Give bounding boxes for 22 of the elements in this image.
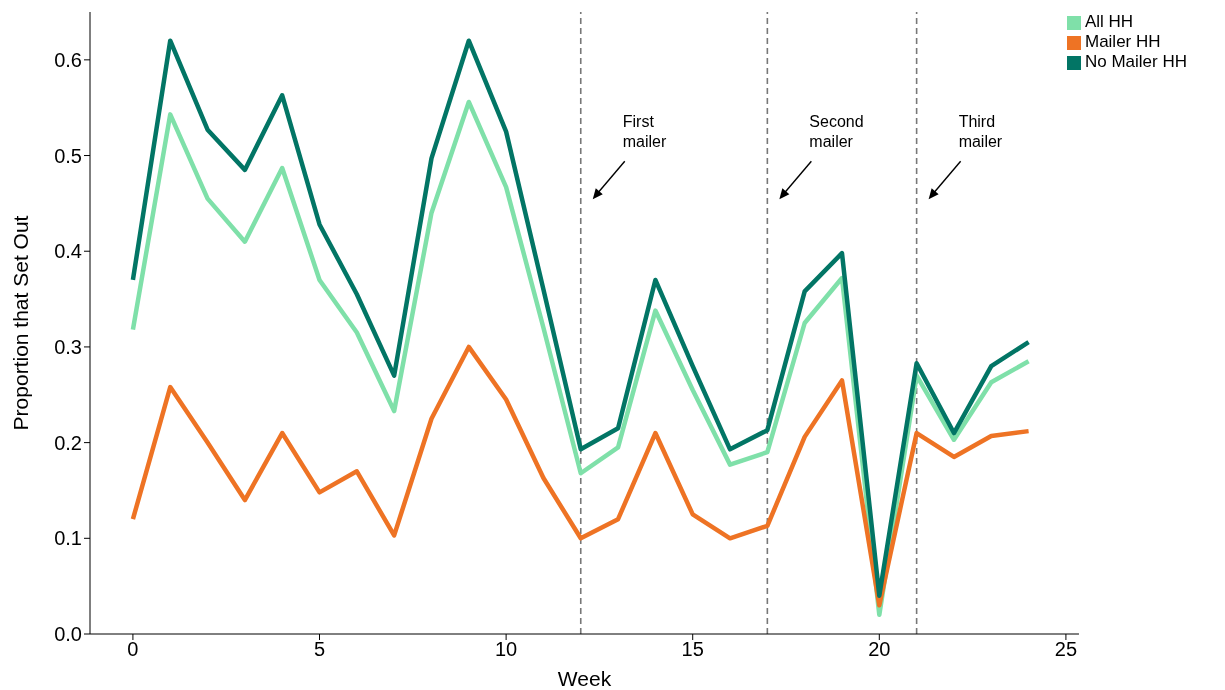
x-axis-title: Week bbox=[557, 667, 612, 690]
x-tick-label: 15 bbox=[681, 638, 704, 661]
y-tick-label: 0.3 bbox=[54, 336, 82, 359]
y-tick-label: 0.4 bbox=[54, 240, 82, 263]
line-series bbox=[130, 344, 1031, 608]
legend-label: All HH bbox=[1084, 12, 1134, 31]
x-tick-label: 20 bbox=[868, 638, 891, 661]
x-tick-label: 5 bbox=[313, 638, 326, 661]
legend-label: Mailer HH bbox=[1084, 32, 1161, 51]
ref-line-label: First mailer bbox=[622, 113, 667, 151]
ref-line-label: Third mailer bbox=[958, 113, 1003, 151]
y-tick-label: 0.6 bbox=[54, 48, 82, 71]
y-axis-title: Proportion that Set Out bbox=[9, 215, 32, 431]
legend-label: No Mailer HH bbox=[1084, 52, 1187, 71]
x-tick-label: 10 bbox=[494, 638, 518, 661]
x-tick-label: 0 bbox=[127, 638, 139, 661]
y-tick-label: 0.5 bbox=[54, 144, 82, 167]
y-tick-label: 0.1 bbox=[54, 527, 82, 550]
y-tick-label: 0.0 bbox=[54, 623, 82, 646]
y-tick-label: 0.2 bbox=[54, 431, 82, 454]
x-tick-label: 25 bbox=[1054, 638, 1078, 661]
ref-line-label: Second mailer bbox=[809, 113, 864, 151]
